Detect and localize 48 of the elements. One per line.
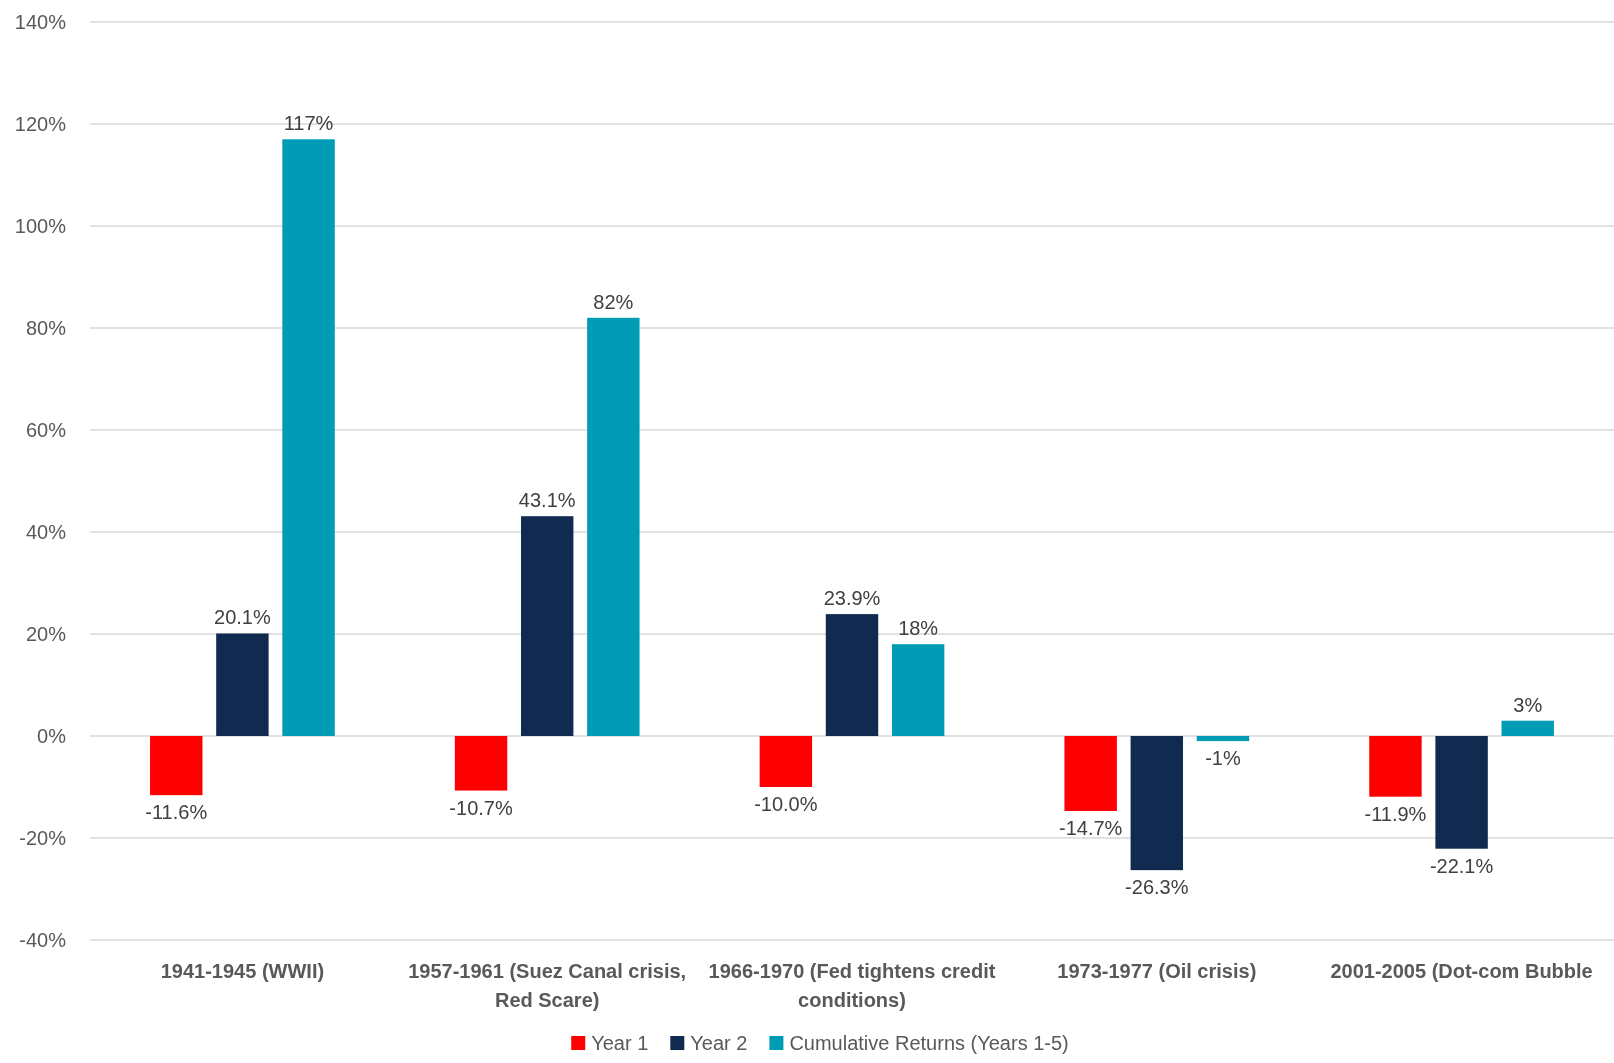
bar (1130, 736, 1184, 871)
x-tick-label: 1966-1970 (Fed tightens credit conditions) (708, 960, 996, 1011)
y-tick-label: 40% (25, 521, 67, 543)
y-tick-label: 80% (25, 317, 67, 339)
bar (282, 139, 335, 736)
legend-label: Year 2 (690, 1032, 748, 1054)
bar (1196, 736, 1250, 742)
data-label: -1% (1205, 747, 1241, 770)
bar (587, 317, 640, 736)
x-tick-label: 1941-1945 (WWII) (160, 960, 325, 982)
bar (1369, 736, 1422, 797)
bar (759, 736, 813, 787)
data-label: 82% (593, 290, 634, 313)
legend-label: Year 1 (591, 1032, 649, 1054)
data-label: 20.1% (214, 606, 271, 629)
bar (520, 516, 574, 736)
data-label: 18% (898, 617, 939, 640)
y-tick-label: -20% (19, 827, 67, 849)
data-label: 117% (283, 112, 334, 135)
data-label: -10.0% (754, 793, 818, 815)
y-tick-label: 20% (25, 623, 67, 645)
data-label: -10.7% (449, 796, 513, 819)
data-label: -11.9% (1364, 802, 1427, 825)
bar (150, 736, 203, 796)
data-label: -11.6% (145, 801, 208, 824)
data-label: -26.3% (1125, 876, 1189, 899)
y-tick-label: 60% (25, 419, 67, 441)
y-tick-label: 100% (14, 215, 67, 237)
y-tick-label: 0% (37, 725, 67, 747)
x-tick-label: 1957-1961 (Suez Canal crisis, Red Scare) (408, 960, 687, 1011)
x-tick-label: 1973-1977 (Oil crisis) (1057, 960, 1257, 982)
data-label: 3% (1513, 693, 1543, 716)
x-tick-label: 2001-2005 (Dot-com Bubble (1330, 960, 1593, 982)
bar (1501, 720, 1554, 736)
legend-label: Cumulative Returns (Years 1-5) (789, 1032, 1069, 1054)
bar (825, 614, 879, 736)
y-tick-label: 140% (14, 11, 67, 33)
data-label: -14.7% (1058, 816, 1123, 839)
bar (454, 736, 508, 791)
bar (1435, 736, 1488, 849)
y-tick-label: -40% (19, 929, 67, 951)
y-tick-label: 120% (14, 113, 67, 135)
data-label: 43.1% (518, 489, 576, 512)
data-label: 23.9% (823, 587, 881, 610)
bar (1064, 736, 1117, 811)
bar (216, 633, 269, 736)
data-label: -22.1% (1429, 854, 1494, 877)
bar (891, 644, 945, 736)
